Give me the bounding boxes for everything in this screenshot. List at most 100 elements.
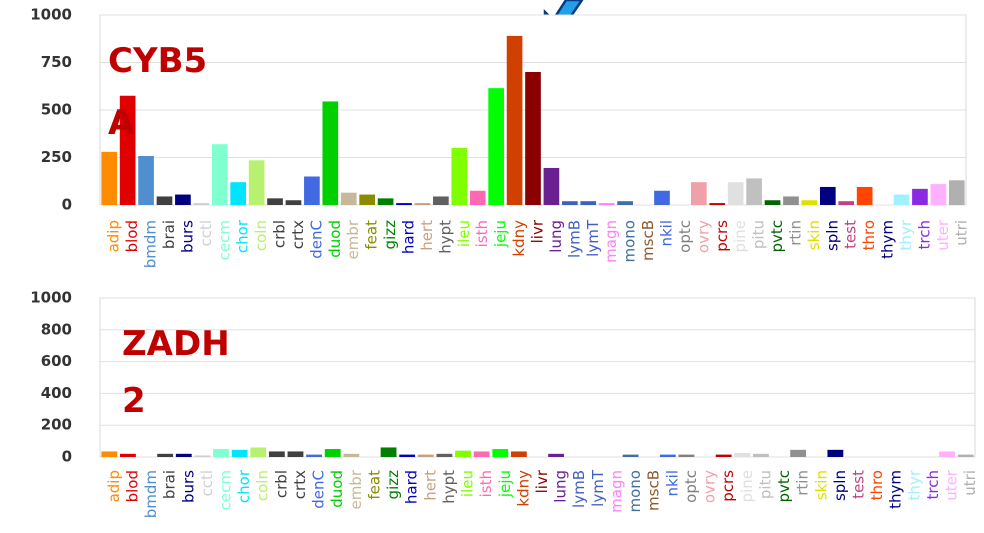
- x-tick-label: spln: [823, 220, 841, 251]
- bar: [734, 453, 751, 457]
- bar: [659, 454, 676, 457]
- bar: [306, 454, 323, 457]
- x-tick-label: lung: [547, 220, 565, 253]
- x-tick-label: thro: [860, 220, 878, 250]
- x-tick-label: lung: [552, 470, 570, 503]
- bar: [455, 450, 471, 457]
- bar: [580, 201, 597, 205]
- bar: [213, 449, 229, 457]
- x-tick-label: uter: [934, 219, 952, 251]
- chart-title: CYB5A: [108, 41, 208, 143]
- x-tick-label: cecm: [217, 470, 235, 510]
- x-tick-label: jeju: [496, 470, 514, 498]
- bar: [433, 196, 449, 205]
- x-tick-label: hypt: [436, 220, 454, 254]
- x-tick-label: adip: [105, 220, 123, 252]
- x-tick-label: feat: [363, 220, 381, 250]
- bar: [304, 176, 320, 205]
- x-tick-label: brai: [161, 470, 179, 499]
- bar: [175, 453, 192, 457]
- x-tick-label: ileu: [459, 470, 477, 497]
- x-tick-label: kdny: [510, 220, 528, 257]
- bar: [285, 200, 302, 205]
- bar: [175, 194, 191, 205]
- y-tick-label: 250: [41, 148, 72, 166]
- bar: [488, 88, 504, 205]
- x-tick-label: coln: [254, 470, 272, 501]
- x-tick-label: chor: [234, 219, 252, 253]
- x-tick-label: skin: [805, 220, 823, 250]
- x-tick-label: rtin: [786, 220, 804, 246]
- bar: [948, 180, 965, 205]
- x-tick-label: pcrs: [713, 220, 731, 252]
- x-tick-label: thym: [887, 470, 905, 509]
- bar: [598, 203, 615, 205]
- x-tick-label: crbl: [272, 470, 290, 498]
- bar: [377, 198, 394, 205]
- y-tick-label: 0: [62, 448, 72, 466]
- x-tick-label: denC: [307, 220, 325, 259]
- bar: [838, 201, 855, 205]
- x-tick-label: isth: [473, 220, 491, 247]
- x-tick-label: nkil: [657, 220, 675, 247]
- x-tick-label: thro: [868, 470, 886, 500]
- bar: [248, 160, 265, 205]
- x-tick-label: nkil: [663, 470, 681, 497]
- x-tick-label: spln: [831, 470, 849, 501]
- x-tick-label: thyr: [897, 219, 915, 250]
- bar: [930, 184, 947, 205]
- bar: [359, 194, 376, 205]
- bar: [120, 453, 136, 457]
- bar: [119, 95, 136, 205]
- bar: [138, 155, 154, 205]
- bar: [939, 451, 955, 457]
- bar: [715, 454, 732, 457]
- x-tick-label: jeju: [492, 220, 510, 248]
- x-tick-label: pitu: [750, 220, 768, 249]
- x-tick-label: lymB: [570, 470, 588, 508]
- bar: [783, 196, 799, 205]
- chart-title: ZADH2: [122, 324, 230, 421]
- bar: [230, 182, 247, 205]
- bar: [492, 449, 509, 457]
- x-tick-label: chor: [235, 469, 253, 503]
- bar: [157, 453, 174, 457]
- x-tick-label: gizz: [384, 470, 402, 500]
- x-tick-label: embr: [347, 469, 365, 509]
- x-tick-label: pvtc: [775, 470, 793, 503]
- x-tick-label: hert: [418, 220, 436, 251]
- x-tick-label: duod: [326, 220, 344, 258]
- bar: [893, 194, 910, 205]
- bar: [267, 198, 283, 205]
- x-tick-label: bmdm: [142, 220, 160, 268]
- bar: [827, 449, 844, 457]
- plot-area: [99, 297, 976, 458]
- bar: [746, 178, 762, 205]
- bar: [231, 449, 248, 457]
- x-tick-label: burs: [178, 220, 196, 253]
- bar: [819, 186, 836, 205]
- bar: [101, 151, 118, 205]
- y-tick-label: 750: [41, 53, 72, 71]
- x-tick-label: hert: [421, 470, 439, 501]
- x-tick-label: mscB: [639, 220, 657, 261]
- x-tick-label: test: [842, 220, 860, 249]
- bar: [548, 453, 565, 457]
- x-tick-label: utri: [952, 220, 970, 246]
- x-tick-label: hard: [400, 220, 418, 254]
- y-tick-label: 500: [41, 101, 72, 119]
- bar: [622, 454, 639, 457]
- x-tick-label: coln: [252, 220, 270, 251]
- x-tick-label: blod: [123, 220, 141, 252]
- x-tick-label: cecm: [215, 220, 233, 260]
- x-tick-label: ovry: [701, 470, 719, 503]
- bar: [957, 454, 974, 457]
- x-tick-label: pcrs: [719, 470, 737, 502]
- x-tick-label: uter: [943, 469, 961, 501]
- bar: [380, 447, 397, 457]
- x-tick-label: magn: [602, 220, 620, 263]
- bar: [101, 451, 118, 457]
- x-tick-label: optc: [682, 470, 700, 503]
